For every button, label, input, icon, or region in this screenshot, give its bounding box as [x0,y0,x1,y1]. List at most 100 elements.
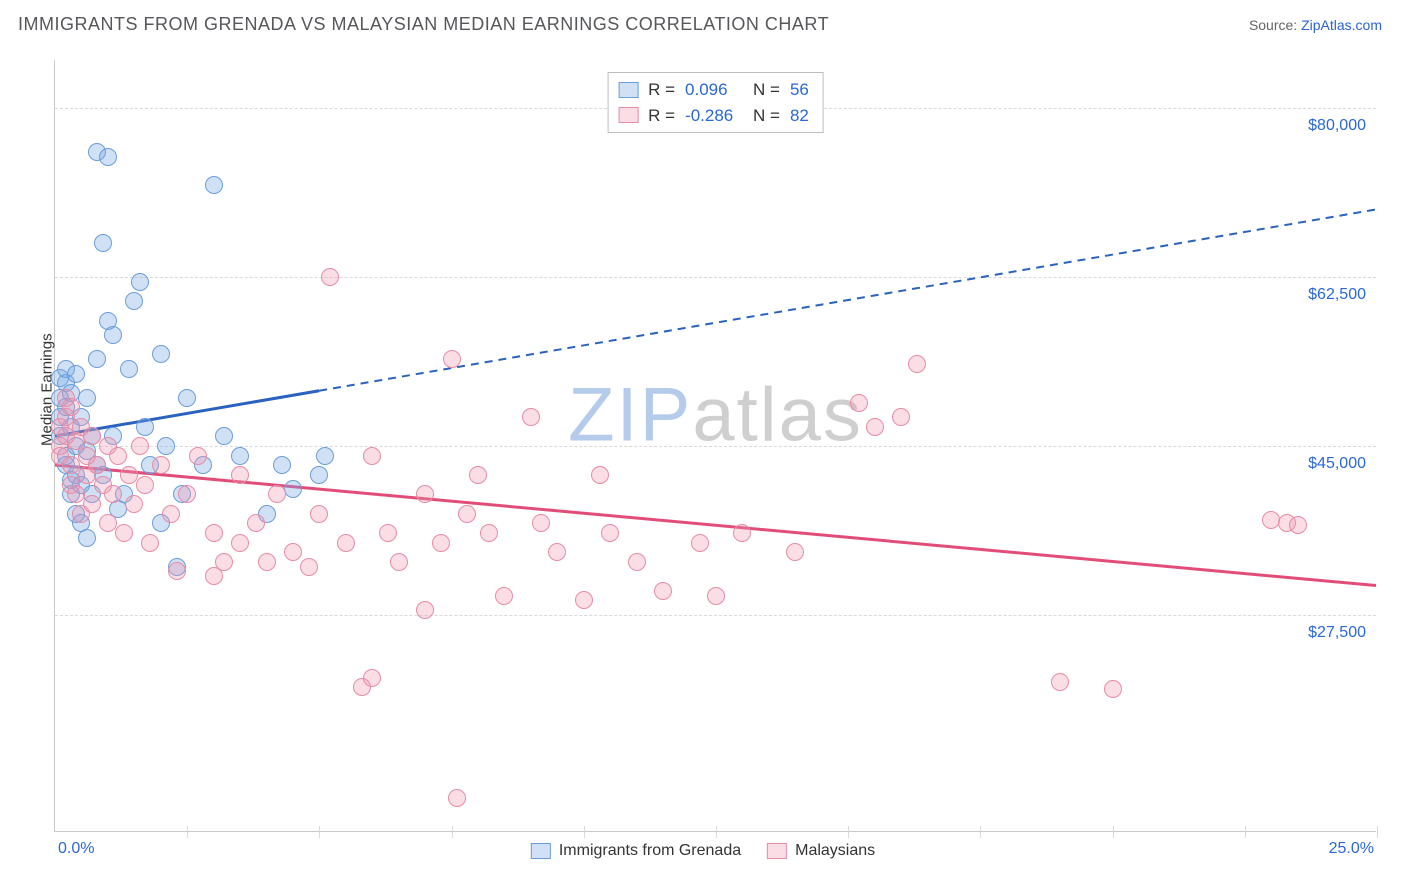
scatter-point-malaysians [522,408,540,426]
scatter-point-malaysians [231,534,249,552]
legend-n-label: N = [753,103,780,129]
legend-r-value-grenada: 0.096 [685,77,743,103]
legend-r-value-malaysians: -0.286 [685,103,743,129]
legend-row-grenada: R = 0.096N =56 [618,77,809,103]
scatter-point-grenada [78,389,96,407]
scatter-point-malaysians [575,591,593,609]
scatter-point-malaysians [628,553,646,571]
legend-r-label: R = [648,103,675,129]
scatter-point-malaysians [83,495,101,513]
scatter-point-malaysians [495,587,513,605]
scatter-point-malaysians [733,524,751,542]
scatter-point-malaysians [786,543,804,561]
series-legend: Immigrants from Grenada Malaysians [531,842,875,860]
source-link[interactable]: ZipAtlas.com [1301,17,1382,33]
scatter-point-grenada [131,273,149,291]
scatter-point-malaysians [321,268,339,286]
scatter-point-grenada [88,350,106,368]
scatter-point-grenada [67,365,85,383]
series-swatch-malaysians [767,843,787,859]
scatter-point-malaysians [247,514,265,532]
scatter-point-malaysians [141,534,159,552]
scatter-point-malaysians [131,437,149,455]
chart-title: IMMIGRANTS FROM GRENADA VS MALAYSIAN MED… [18,14,829,35]
series-label-malaysians: Malaysians [795,842,875,860]
legend-n-value-malaysians: 82 [790,103,809,129]
series-legend-item-malaysians: Malaysians [767,842,875,860]
scatter-point-grenada [205,176,223,194]
scatter-point-malaysians [300,558,318,576]
scatter-point-malaysians [115,524,133,542]
source-attribution: Source: ZipAtlas.com [1249,17,1382,33]
scatter-point-grenada [310,466,328,484]
scatter-point-malaysians [168,562,186,580]
scatter-point-malaysians [268,485,286,503]
series-label-grenada: Immigrants from Grenada [559,842,741,860]
legend-swatch-malaysians [618,107,638,123]
series-swatch-grenada [531,843,551,859]
scatter-point-malaysians [591,466,609,484]
scatter-point-malaysians [88,456,106,474]
legend-n-label: N = [753,77,780,103]
scatter-point-grenada [231,447,249,465]
scatter-point-malaysians [125,495,143,513]
scatter-point-malaysians [62,398,80,416]
scatter-point-malaysians [1051,673,1069,691]
scatter-point-malaysians [416,485,434,503]
scatter-point-grenada [120,360,138,378]
scatter-point-malaysians [162,505,180,523]
legend-row-malaysians: R = -0.286 N = 82 [618,103,809,129]
scatter-points-layer [55,60,1376,831]
scatter-point-malaysians [363,447,381,465]
scatter-point-grenada [104,326,122,344]
plot-area: Median Earnings ZIPatlas R = 0.096N =56R… [54,60,1376,832]
scatter-point-grenada [178,389,196,407]
scatter-point-malaysians [443,350,461,368]
scatter-point-malaysians [152,456,170,474]
scatter-point-malaysians [337,534,355,552]
scatter-point-malaysians [1289,516,1307,534]
scatter-point-malaysians [654,582,672,600]
scatter-point-grenada [316,447,334,465]
scatter-point-malaysians [458,505,476,523]
scatter-point-grenada [215,427,233,445]
correlation-legend: R = 0.096N =56R =-0.286N =82 [607,72,824,133]
scatter-point-malaysians [469,466,487,484]
scatter-point-malaysians [363,669,381,687]
scatter-point-malaysians [189,447,207,465]
scatter-point-grenada [136,418,154,436]
scatter-point-grenada [284,480,302,498]
x-axis-min-label: 0.0% [58,840,94,858]
scatter-point-grenada [157,437,175,455]
scatter-point-grenada [152,345,170,363]
series-legend-item-grenada: Immigrants from Grenada [531,842,741,860]
scatter-point-malaysians [379,524,397,542]
scatter-point-malaysians [866,418,884,436]
scatter-point-malaysians [310,505,328,523]
scatter-point-malaysians [231,466,249,484]
scatter-point-malaysians [258,553,276,571]
scatter-point-malaysians [136,476,154,494]
scatter-point-malaysians [548,543,566,561]
scatter-point-malaysians [1104,680,1122,698]
scatter-point-malaysians [109,447,127,465]
legend-r-label: R = [648,77,675,103]
scatter-point-malaysians [480,524,498,542]
scatter-point-malaysians [448,789,466,807]
scatter-point-malaysians [215,553,233,571]
scatter-point-malaysians [850,394,868,412]
scatter-point-malaysians [390,553,408,571]
scatter-point-malaysians [707,587,725,605]
scatter-point-grenada [94,234,112,252]
scatter-point-grenada [99,148,117,166]
scatter-point-malaysians [284,543,302,561]
source-label: Source: [1249,17,1297,33]
scatter-point-grenada [78,529,96,547]
scatter-point-malaysians [104,485,122,503]
chart-container: Median Earnings ZIPatlas R = 0.096N =56R… [18,48,1388,872]
x-axis-max-label: 25.0% [1329,840,1374,858]
legend-swatch-grenada [618,82,638,98]
scatter-point-malaysians [691,534,709,552]
scatter-point-malaysians [601,524,619,542]
scatter-point-malaysians [432,534,450,552]
